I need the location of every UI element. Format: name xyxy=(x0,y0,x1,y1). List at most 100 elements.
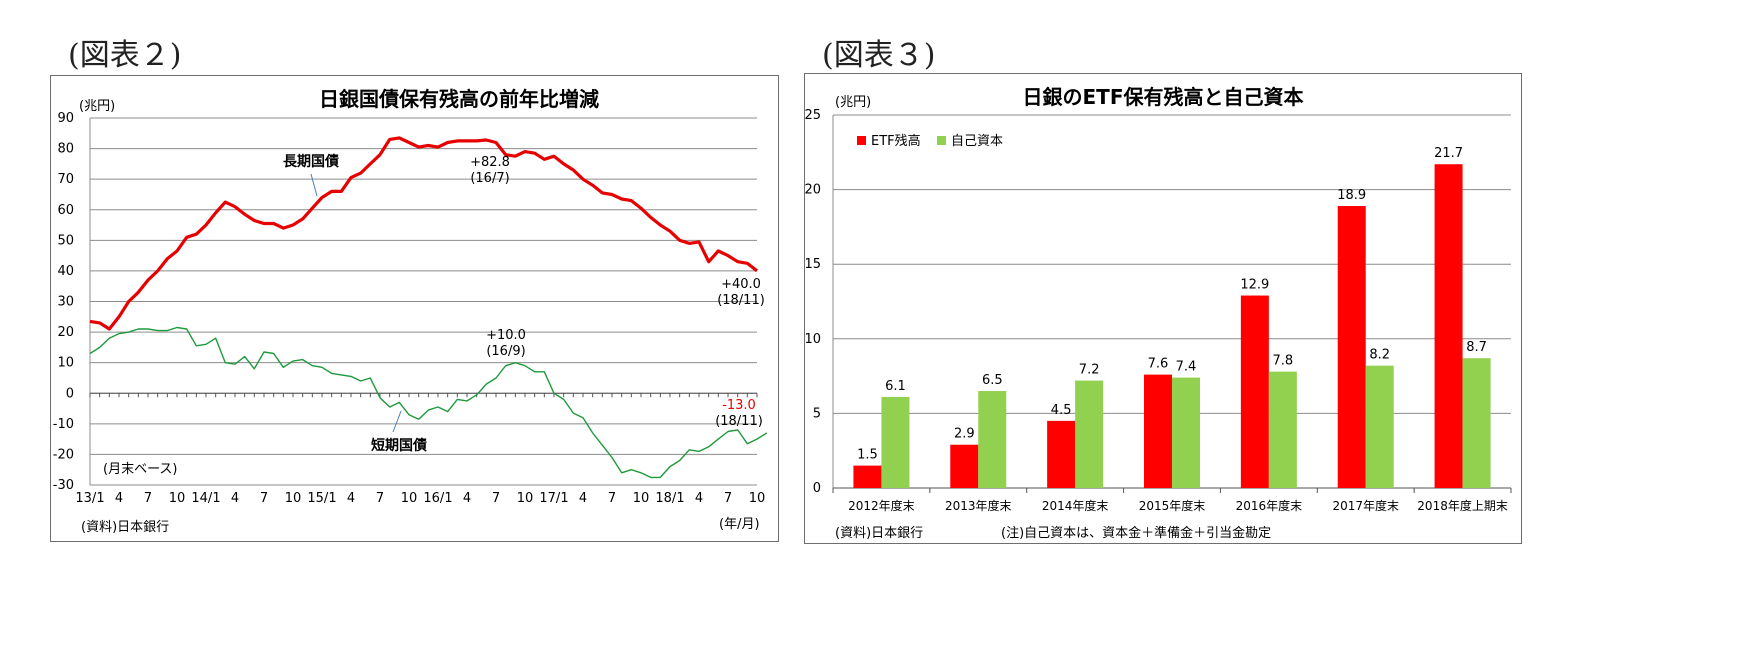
annotation-date: (16/7) xyxy=(470,171,509,186)
bar-value-label: 6.1 xyxy=(885,379,906,394)
short-term-label-arrow xyxy=(392,410,402,433)
bar-value-label: 7.6 xyxy=(1148,357,1169,372)
y-tick-label: 0 xyxy=(66,386,74,401)
long-short-jgb-line-chart: 日銀国債保有残高の前年比増減 (兆円) (月末ベース) (年/月) (資料)日本… xyxy=(53,87,768,535)
bar-value-label: 7.4 xyxy=(1176,360,1197,375)
annotation-value: +82.8 xyxy=(470,155,510,170)
annotation-date: (18/11) xyxy=(715,414,763,429)
y-tick-label: -20 xyxy=(53,447,74,462)
x-tick-label: 7 xyxy=(724,491,732,506)
etf-bar xyxy=(1240,295,1269,488)
y-tick-label: 25 xyxy=(805,108,821,123)
y-tick-label: 40 xyxy=(57,264,74,279)
etf-bar xyxy=(1337,206,1366,488)
y-tick-label: 0 xyxy=(813,481,821,496)
bar-value-label: 6.5 xyxy=(982,373,1003,388)
annotation-value: -13.0 xyxy=(722,398,756,413)
y-tick-label: 10 xyxy=(57,356,74,371)
chart2-xlabel: (年/月) xyxy=(719,517,760,532)
annotation-value: +40.0 xyxy=(721,277,761,292)
y-tick-label: 70 xyxy=(57,172,74,187)
x-tick-label: 10 xyxy=(517,491,534,506)
x-tick-label: 7 xyxy=(492,491,500,506)
x-tick-label: 7 xyxy=(608,491,616,506)
y-tick-label: 30 xyxy=(57,295,74,310)
x-tick-label: 4 xyxy=(115,491,123,506)
annotation-date: (18/11) xyxy=(717,293,765,308)
bar-value-label: 8.2 xyxy=(1369,348,1390,363)
capital-bar xyxy=(1365,365,1394,488)
capital-bar xyxy=(978,391,1007,488)
etf-bar xyxy=(1047,420,1076,488)
annotation-value: +10.0 xyxy=(486,328,526,343)
category-label: 2017年度末 xyxy=(1332,498,1399,513)
x-tick-label: 14/1 xyxy=(191,491,220,506)
x-tick-label: 10 xyxy=(633,491,650,506)
long-term-jgb-line xyxy=(89,136,758,331)
long-term-series-label: 長期国債 xyxy=(283,153,339,170)
bar-value-label: 2.9 xyxy=(954,427,975,442)
etf-bar xyxy=(1434,164,1463,488)
legend-swatch xyxy=(857,136,866,145)
x-tick-label: 4 xyxy=(347,491,355,506)
capital-bar xyxy=(1462,358,1491,488)
x-tick-label: 10 xyxy=(169,491,186,506)
capital-bar xyxy=(1075,380,1104,488)
etf-bar xyxy=(950,444,979,488)
x-tick-label: 7 xyxy=(376,491,384,506)
y-tick-label: 50 xyxy=(57,233,74,248)
legend-label: ETF残高 xyxy=(871,133,921,149)
legend-label: 自己資本 xyxy=(951,134,1003,149)
capital-bar xyxy=(881,396,910,488)
x-tick-label: 10 xyxy=(285,491,302,506)
long-term-label-arrow xyxy=(310,173,318,197)
x-tick-label: 4 xyxy=(695,491,703,506)
bar-value-label: 7.8 xyxy=(1273,354,1294,369)
chart2-basis: (月末ベース) xyxy=(103,462,178,477)
y-tick-label: 80 xyxy=(57,142,74,157)
bar-value-label: 7.2 xyxy=(1079,363,1100,378)
figure2-panel: 日銀国債保有残高の前年比増減 (兆円) (月末ベース) (年/月) (資料)日本… xyxy=(50,75,779,542)
x-tick-label: 17/1 xyxy=(539,491,568,506)
y-tick-label: 5 xyxy=(813,406,821,421)
y-tick-label: 10 xyxy=(805,332,821,347)
bar-value-label: 4.5 xyxy=(1051,403,1072,418)
x-tick-label: 15/1 xyxy=(307,491,336,506)
y-tick-label: 60 xyxy=(57,203,74,218)
short-term-series-label: 短期国債 xyxy=(371,437,427,454)
y-tick-label: -30 xyxy=(53,478,74,493)
y-tick-label: -10 xyxy=(53,417,74,432)
figure3-label: (図表３) xyxy=(822,38,936,73)
annotation-date: (16/9) xyxy=(486,344,525,359)
chart2-source: (資料)日本銀行 xyxy=(81,520,169,535)
y-tick-label: 15 xyxy=(805,257,821,272)
category-label: 2012年度末 xyxy=(848,498,915,513)
x-tick-label: 4 xyxy=(231,491,239,506)
x-tick-label: 10 xyxy=(749,491,766,506)
chart3-unit: (兆円) xyxy=(835,95,871,110)
x-tick-label: 18/1 xyxy=(655,491,684,506)
bar-value-label: 1.5 xyxy=(857,448,878,463)
category-label: 2016年度末 xyxy=(1236,498,1303,513)
category-label: 2015年度末 xyxy=(1139,498,1206,513)
category-label: 2013年度末 xyxy=(945,498,1012,513)
bar-value-label: 21.7 xyxy=(1434,146,1463,161)
bar-value-label: 8.7 xyxy=(1466,340,1487,355)
legend-swatch xyxy=(937,136,946,145)
figure2-label: (図表２) xyxy=(68,38,182,73)
x-tick-label: 4 xyxy=(579,491,587,506)
chart3-title: 日銀のETF保有残高と自己資本 xyxy=(1023,85,1304,109)
x-tick-label: 4 xyxy=(463,491,471,506)
chart3-source: (資料)日本銀行 xyxy=(835,526,923,541)
x-tick-label: 10 xyxy=(401,491,418,506)
category-label: 2014年度末 xyxy=(1042,498,1109,513)
etf-bar xyxy=(1144,374,1172,488)
chart3-note: (注)自己資本は、資本金＋準備金＋引当金勘定 xyxy=(1001,525,1271,541)
bar-value-label: 12.9 xyxy=(1240,278,1269,293)
y-tick-label: 90 xyxy=(57,111,74,126)
capital-bar xyxy=(1268,371,1297,488)
bar-value-label: 18.9 xyxy=(1337,188,1366,203)
y-tick-label: 20 xyxy=(57,325,74,340)
x-tick-label: 7 xyxy=(260,491,268,506)
figure3-panel: 日銀のETF保有残高と自己資本 (兆円) (資料)日本銀行 (注)自己資本は、資… xyxy=(804,73,1522,544)
